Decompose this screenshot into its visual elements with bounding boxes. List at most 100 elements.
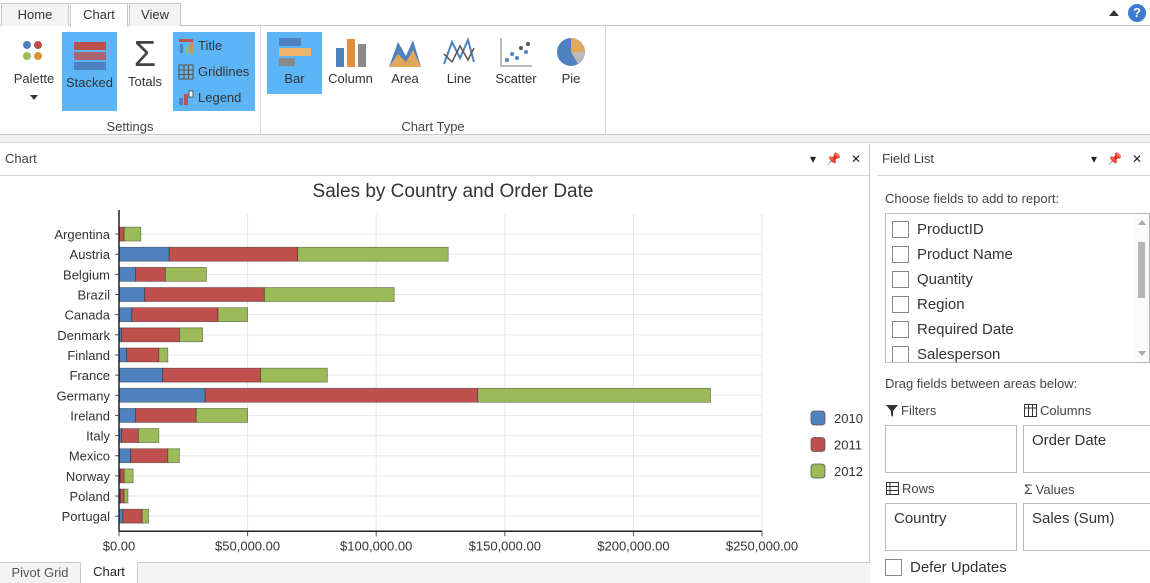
bar-chart-icon <box>278 38 311 66</box>
defer-updates-checkbox[interactable] <box>885 559 902 576</box>
area-type-button[interactable]: Area <box>379 32 431 94</box>
category-label: Denmark <box>57 328 110 343</box>
columns-area-label: Columns <box>1024 403 1091 418</box>
values-drop-area[interactable]: Sales (Sum) <box>1023 503 1150 551</box>
field-list-pane: Field List ▾ 📌 ✕ Choose fields to add to… <box>877 144 1150 583</box>
values-area-label: Σ Values <box>1024 481 1074 497</box>
field-item[interactable]: Product Name <box>892 243 1013 265</box>
pie-type-button[interactable]: Pie <box>547 32 595 94</box>
defer-updates[interactable]: Defer Updates <box>885 559 1007 576</box>
category-label: Austria <box>70 247 111 262</box>
tab-chart-bottom[interactable]: Chart <box>80 562 138 583</box>
field-label: Region <box>917 295 965 313</box>
field-checkbox[interactable] <box>892 295 909 313</box>
field-item[interactable]: Required Date <box>892 318 1014 340</box>
rows-drop-area[interactable]: Country <box>885 503 1017 551</box>
rows-field-chip[interactable]: Country <box>894 510 947 527</box>
columns-drop-area[interactable]: Order Date <box>1023 425 1150 473</box>
drag-fields-label: Drag fields between areas below: <box>885 376 1078 391</box>
x-tick-label: $150,000.00 <box>469 538 541 553</box>
scatter-label: Scatter <box>495 71 537 86</box>
field-checkbox[interactable] <box>892 270 909 288</box>
field-checkbox[interactable] <box>892 345 909 362</box>
palette-button[interactable]: Palette <box>10 34 58 112</box>
bar-segment <box>204 387 479 403</box>
x-tick-label: $50,000.00 <box>215 538 280 553</box>
filters-drop-area[interactable] <box>885 425 1017 473</box>
columns-icon <box>1024 404 1037 417</box>
field-list-title: Field List <box>882 151 935 166</box>
line-type-button[interactable]: Line <box>433 32 485 94</box>
scroll-thumb[interactable] <box>1138 242 1145 298</box>
title-toggle[interactable]: Title <box>174 33 254 58</box>
field-item[interactable]: ProductID <box>892 218 984 240</box>
category-label: France <box>70 368 110 383</box>
legend-toggle[interactable]: Legend <box>174 85 254 110</box>
legend-swatch <box>810 437 826 452</box>
stacked-button[interactable]: Stacked <box>62 32 117 111</box>
help-icon[interactable]: ? <box>1128 4 1146 22</box>
ribbon: Palette Stacked Σ Totals Title Gridlines… <box>0 26 1150 135</box>
pin-icon[interactable]: 📌 <box>825 152 841 166</box>
bar-segment <box>123 468 134 484</box>
scroll-up-icon[interactable] <box>1138 220 1146 225</box>
bar-segment <box>118 287 146 302</box>
bar-segment <box>135 267 166 282</box>
sigma-icon: Σ <box>1024 481 1033 497</box>
legend-icon <box>179 90 194 105</box>
field-item[interactable]: Quantity <box>892 268 973 290</box>
values-label: Values <box>1035 481 1075 497</box>
choose-fields-label: Choose fields to add to report: <box>885 191 1060 206</box>
category-label: Italy <box>86 429 110 444</box>
line-chart-icon <box>443 37 475 65</box>
columns-field-chip[interactable]: Order Date <box>1032 432 1107 449</box>
scroll-down-icon[interactable] <box>1138 351 1146 356</box>
close-icon[interactable]: ✕ <box>1131 152 1142 166</box>
totals-label: Totals <box>128 74 162 89</box>
bar-type-button[interactable]: Bar <box>267 32 322 94</box>
values-field-chip[interactable]: Sales (Sum) <box>1032 510 1115 527</box>
bar-segment <box>130 448 169 464</box>
column-type-button[interactable]: Column <box>323 32 378 94</box>
legend-label: 2010 <box>834 411 863 426</box>
totals-button[interactable]: Σ Totals <box>121 32 169 111</box>
tab-chart[interactable]: Chart <box>70 3 128 27</box>
field-label: Quantity <box>917 270 973 288</box>
legend-label: 2011 <box>834 438 862 453</box>
tab-pivot-grid[interactable]: Pivot Grid <box>11 565 69 580</box>
scatter-chart-icon <box>500 38 532 67</box>
category-label: Portugal <box>62 509 111 524</box>
category-label: Finland <box>67 348 110 363</box>
gridlines-toggle[interactable]: Gridlines <box>174 59 254 84</box>
field-checkbox[interactable] <box>892 245 909 263</box>
pin-icon[interactable]: 📌 <box>1106 152 1122 166</box>
pie-label: Pie <box>561 71 581 86</box>
bar-segment <box>137 428 160 443</box>
field-label: Salesperson <box>917 345 1001 363</box>
field-list-header: Field List ▾ 📌 ✕ <box>877 144 1150 176</box>
chart-type-group: Bar Column Area Line Scatter <box>261 26 606 135</box>
category-label: Norway <box>66 469 111 484</box>
bar-segment <box>118 246 170 262</box>
settings-group: Palette Stacked Σ Totals Title Gridlines… <box>0 26 261 135</box>
field-checkbox[interactable] <box>892 320 909 338</box>
field-item[interactable]: Salesperson <box>892 343 1001 363</box>
tab-home[interactable]: Home <box>1 3 69 27</box>
chart-title: Sales by Country and Order Date <box>313 181 594 202</box>
field-checkbox[interactable] <box>892 220 909 238</box>
ribbon-tabbar: Home Chart View ? <box>0 0 1150 27</box>
tab-view[interactable]: View <box>129 3 181 27</box>
bar-segment <box>135 408 197 423</box>
chart-pane-header: Chart ▾ 📌 ✕ <box>0 144 869 176</box>
line-label: Line <box>446 71 472 86</box>
collapse-ribbon-icon[interactable] <box>1108 7 1120 19</box>
field-item[interactable]: Region <box>892 293 965 315</box>
field-list-scrollbar[interactable] <box>1135 214 1149 362</box>
close-icon[interactable]: ✕ <box>850 152 861 166</box>
scatter-type-button[interactable]: Scatter <box>487 32 545 94</box>
bar-label: Bar <box>284 71 305 86</box>
settings-group-label: Settings <box>106 119 154 134</box>
pane-menu-icon[interactable]: ▾ <box>1090 152 1097 166</box>
pane-menu-icon[interactable]: ▾ <box>809 152 816 166</box>
bar-segment <box>119 468 125 484</box>
